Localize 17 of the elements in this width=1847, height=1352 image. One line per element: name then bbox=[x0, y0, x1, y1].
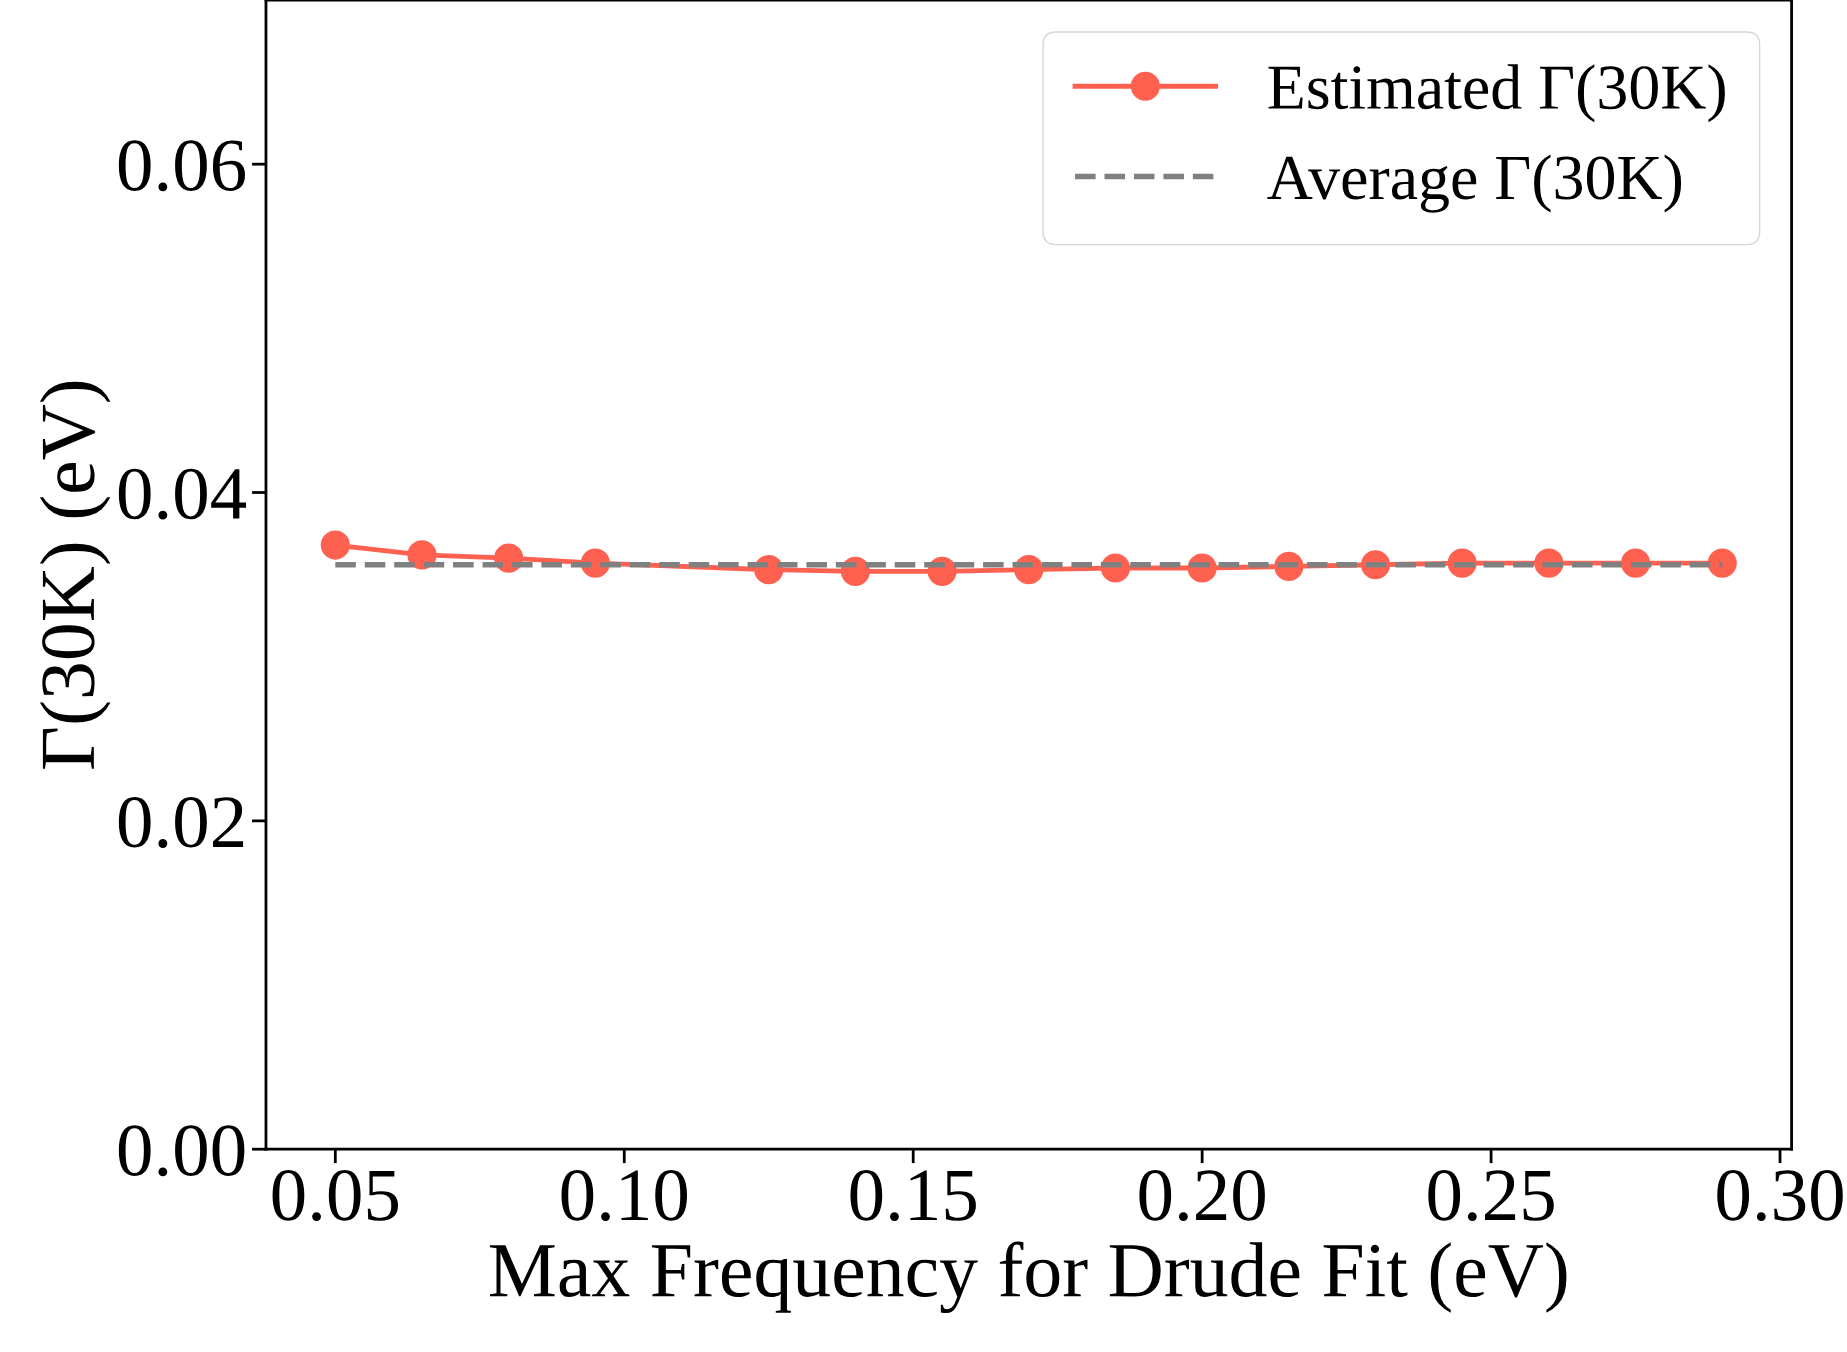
y-tick-label: 0.00 bbox=[118, 1125, 245, 1177]
point bbox=[320, 530, 350, 560]
x-tick-label: 0.15 bbox=[850, 1170, 976, 1222]
y-axis-title: Γ(30K) (eV) bbox=[39, 381, 111, 769]
x-tick-label: 0.25 bbox=[1428, 1170, 1554, 1222]
x-axis-title: Max Frequency for Drude Fit (eV) bbox=[489, 1241, 1567, 1314]
point bbox=[1707, 548, 1737, 578]
point bbox=[407, 540, 437, 570]
y-tick-label: 0.06 bbox=[118, 140, 245, 192]
x-tick-label: 0.05 bbox=[272, 1170, 399, 1222]
x-tick-label: 0.30 bbox=[1717, 1170, 1843, 1222]
legend-label: Average Γ(30K) bbox=[1267, 154, 1682, 213]
y-tick-label: 0.04 bbox=[118, 468, 247, 520]
legend-label: Estimated Γ(30K) bbox=[1268, 64, 1725, 123]
x-tick-label: 0.10 bbox=[561, 1170, 688, 1222]
x-tick-label: 0.20 bbox=[1139, 1170, 1265, 1222]
y-tick-label: 0.02 bbox=[118, 797, 244, 848]
